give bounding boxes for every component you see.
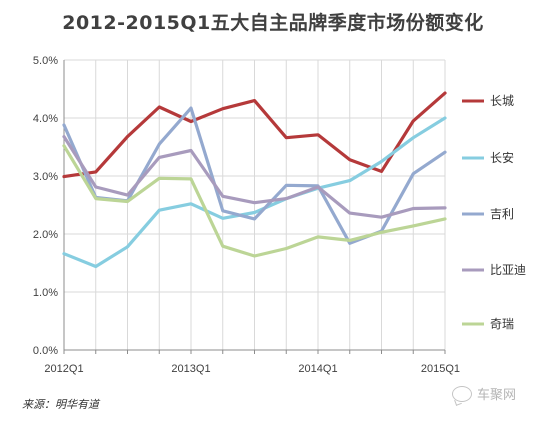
watermark-text: 车聚网 (477, 388, 517, 403)
data-series (62, 91, 447, 269)
x-tick-label: 2014Q1 (298, 363, 337, 375)
y-tick-label: 0.0% (33, 345, 58, 357)
y-tick-label: 2.0% (33, 229, 58, 241)
source-note: 来源：明华有道 (22, 398, 99, 411)
series-line (62, 116, 447, 269)
legend-label: 长城 (490, 94, 514, 108)
legend-label: 奇瑞 (490, 317, 514, 331)
y-tick-label: 1.0% (33, 287, 58, 299)
y-tick-label: 5.0% (33, 55, 58, 67)
legend-label: 比亚迪 (490, 263, 526, 277)
x-tick-label: 2015Q1 (421, 363, 460, 375)
watermark: 车聚网 (452, 384, 516, 403)
x-tick-label: 2013Q1 (171, 363, 210, 375)
y-tick-label: 4.0% (33, 113, 58, 125)
legend-label: 长安 (490, 150, 514, 165)
chart-title: 2012-2015Q1五大自主品牌季度市场份额变化 (62, 12, 484, 34)
y-tick-label: 3.0% (33, 171, 58, 183)
x-tick-label: 2012Q1 (44, 363, 83, 375)
series-line (62, 91, 447, 179)
legend-label: 吉利 (490, 207, 514, 221)
axes: 0.0% 1.0% 2.0% 3.0% 4.0% 5.0% 2012Q1 2013Q1 2014… (33, 55, 460, 375)
series-line (62, 135, 447, 219)
series-line (62, 144, 447, 258)
wechat-logo-icon (452, 385, 472, 402)
grid-lines (64, 59, 446, 350)
